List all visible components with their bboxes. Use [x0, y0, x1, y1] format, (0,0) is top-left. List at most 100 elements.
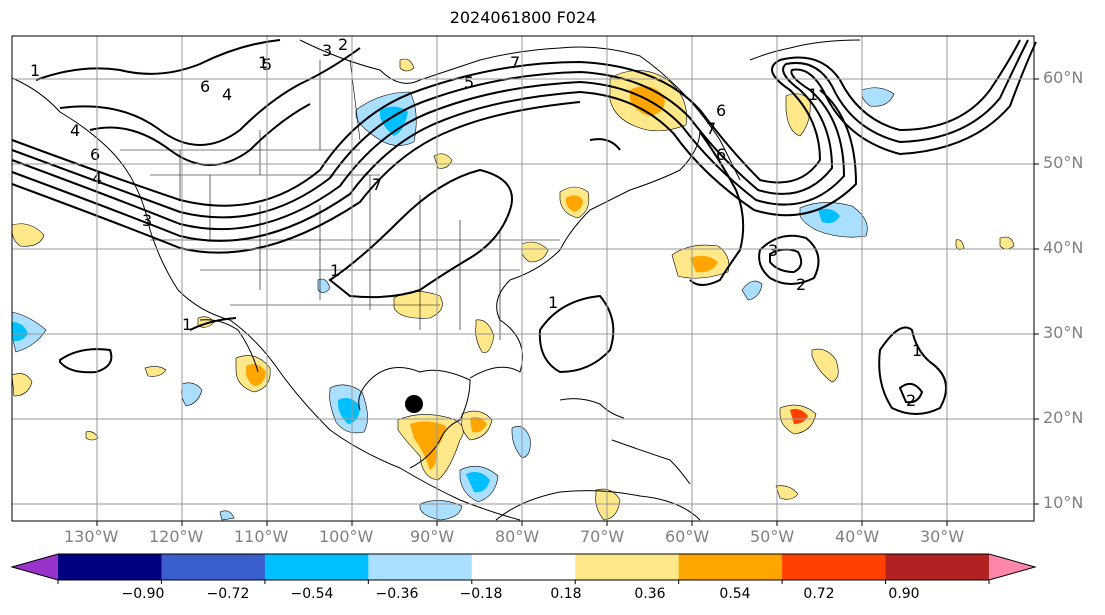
- lon-label: 30°W: [920, 527, 965, 546]
- lat-label: 20°N: [1043, 408, 1084, 427]
- negative-area: [741, 280, 763, 301]
- negative-core: [818, 208, 840, 224]
- contour-label: 1: [330, 261, 340, 280]
- positive-area: [811, 348, 839, 383]
- positive-area: [785, 93, 811, 137]
- lat-label: 60°N: [1043, 68, 1084, 87]
- positive-area: [144, 366, 167, 377]
- colorbar-tick-label: −0.90: [121, 586, 165, 602]
- contour-label: 3: [768, 241, 778, 260]
- lat-label: 10°N: [1043, 493, 1084, 512]
- contour-label: 6: [716, 101, 726, 120]
- colorbar-tick-label: 0.36: [634, 586, 666, 602]
- lon-label: 50°W: [750, 527, 795, 546]
- positive-core: [566, 195, 583, 212]
- coastlines: [11, 39, 861, 521]
- colorbar-tick-label: −0.18: [459, 586, 503, 602]
- negative-area: [511, 426, 531, 459]
- shaded-fields: [11, 58, 1015, 521]
- lon-label: 60°W: [665, 527, 710, 546]
- positive-area: [521, 241, 549, 263]
- positive-area: [399, 58, 415, 72]
- lat-label: 50°N: [1043, 153, 1084, 172]
- lon-label: 110°W: [234, 527, 289, 546]
- contour-label: 4: [70, 121, 80, 140]
- contour-lines: [11, 39, 1037, 415]
- negative-area: [219, 510, 235, 521]
- contour-label: 7: [510, 53, 520, 72]
- contour-label: 1: [548, 293, 558, 312]
- colorbar-segment: [885, 554, 990, 580]
- negative-core: [12, 322, 28, 342]
- contour-label: 1: [808, 85, 818, 104]
- colorbar-tick-label: 0.54: [719, 586, 751, 602]
- lon-label: 90°W: [410, 527, 455, 546]
- contour-label: 4: [222, 85, 232, 104]
- colorbar-tick-label: 0.90: [888, 586, 920, 602]
- contour-label: 5: [464, 73, 474, 92]
- map-frame: [11, 35, 1035, 522]
- graticule: [12, 36, 1034, 521]
- positive-core: [246, 364, 266, 386]
- contour-label: 2: [906, 391, 916, 410]
- positive-area: [775, 485, 799, 500]
- colorbar-segment: [58, 554, 162, 580]
- negative-area: [419, 500, 463, 521]
- negative-core: [338, 398, 360, 424]
- storm-center-marker: [405, 395, 423, 413]
- negative-area: [861, 87, 895, 107]
- colorbar-tick-label: −0.36: [375, 586, 419, 602]
- positive-core: [690, 255, 718, 273]
- lon-label: 80°W: [495, 527, 540, 546]
- negative-area: [181, 382, 203, 407]
- positive-area: [85, 431, 99, 441]
- positive-area: [11, 223, 45, 247]
- positive-area: [475, 319, 495, 353]
- colorbar-tick-label: −0.72: [206, 586, 250, 602]
- positive-core: [790, 408, 808, 424]
- contour-label: 1: [30, 61, 40, 80]
- lon-label: 100°W: [319, 527, 374, 546]
- positive-area: [11, 373, 33, 397]
- colorbar-segment: [264, 554, 369, 580]
- lon-label: 130°W: [64, 527, 119, 546]
- lon-label: 40°W: [835, 527, 880, 546]
- contour-label: 7: [706, 119, 716, 138]
- positive-area: [595, 488, 621, 521]
- colorbar-segment: [575, 554, 680, 580]
- contour-label: 1: [258, 53, 268, 72]
- negative-core: [466, 472, 490, 493]
- tick-marks: [96, 78, 1039, 526]
- colorbar-extend-low: [12, 554, 58, 580]
- contour-label: 6: [716, 145, 726, 164]
- colorbar-extend-high: [989, 554, 1035, 580]
- contour-label: 3: [322, 41, 332, 60]
- colorbar-segment: [678, 554, 783, 580]
- contour-label: 1: [182, 315, 192, 334]
- lon-label: 120°W: [149, 527, 204, 546]
- lon-label: 70°W: [580, 527, 625, 546]
- colorbar-segment: [782, 554, 887, 580]
- lat-label: 30°N: [1043, 323, 1084, 342]
- colorbar-tick-label: 0.72: [803, 586, 835, 602]
- colorbar-tick-label: −0.54: [290, 586, 334, 602]
- contour-label: 6: [200, 77, 210, 96]
- positive-core: [470, 416, 487, 433]
- contour-label: 3: [142, 211, 152, 230]
- colorbar: [10, 553, 1037, 584]
- lat-label: 40°N: [1043, 238, 1084, 257]
- negative-core: [380, 106, 408, 136]
- map-title: 2024061800 F024: [449, 8, 597, 27]
- colorbar-segment: [368, 554, 473, 580]
- contour-label: 2: [796, 275, 806, 294]
- positive-area: [955, 239, 965, 250]
- colorbar-segment: [161, 554, 266, 580]
- colorbar-segment: [471, 554, 576, 580]
- contour-label: 2: [338, 35, 348, 54]
- positive-area: [999, 236, 1015, 250]
- colorbar-tick-label: 0.18: [550, 586, 582, 602]
- positive-area: [433, 153, 453, 169]
- contour-label: 6: [90, 145, 100, 164]
- contour-label: 7: [372, 175, 382, 194]
